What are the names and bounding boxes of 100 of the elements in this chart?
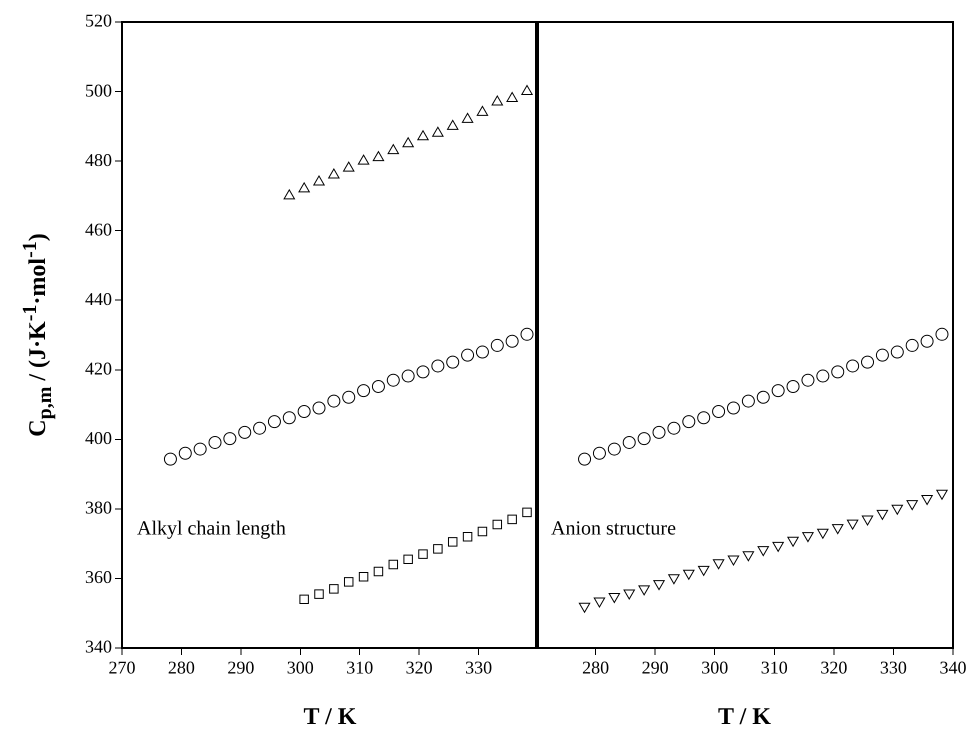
point (476, 106, 488, 116)
point (817, 528, 829, 539)
point (742, 394, 755, 408)
x-tick-label: 330 (880, 658, 907, 678)
point (386, 374, 400, 387)
y-tick-label: 380 (85, 498, 112, 518)
point (936, 490, 948, 500)
point (726, 402, 740, 415)
point (342, 390, 356, 404)
point (861, 356, 874, 369)
point (712, 405, 726, 418)
point (284, 189, 295, 200)
point (832, 524, 844, 534)
point (786, 380, 800, 393)
point (892, 504, 903, 515)
point (462, 532, 472, 542)
point (388, 560, 398, 570)
y-tick-label: 500 (85, 80, 112, 100)
point (682, 415, 696, 428)
point (935, 328, 948, 341)
point (372, 151, 384, 162)
x-tick-label: 310 (760, 658, 788, 678)
point (402, 370, 415, 383)
point (668, 574, 680, 584)
point (846, 359, 860, 372)
x-axis-title: T / K (718, 704, 772, 730)
point (329, 584, 339, 594)
point (906, 500, 918, 510)
annotation: Alkyl chain length (137, 517, 286, 540)
point (876, 348, 889, 362)
x-tick-label: 340 (940, 658, 966, 678)
point (890, 346, 904, 359)
point (846, 520, 858, 530)
point (742, 551, 754, 562)
point (816, 370, 830, 383)
point (906, 338, 919, 352)
point (446, 356, 460, 369)
point (298, 405, 311, 418)
point (358, 572, 368, 582)
point (402, 137, 414, 148)
point (374, 566, 384, 576)
y-tick-label: 460 (85, 219, 112, 240)
point (433, 544, 443, 554)
x-tick-label: 280 (582, 658, 610, 678)
point (164, 452, 177, 466)
point (314, 589, 324, 599)
point (312, 402, 326, 415)
x-tick-label: 290 (642, 658, 669, 678)
point (520, 328, 534, 341)
point (758, 546, 769, 556)
point (447, 120, 458, 130)
point (831, 365, 844, 378)
point (522, 508, 532, 518)
point (712, 559, 724, 570)
point (490, 338, 504, 352)
point (622, 436, 636, 449)
point (638, 585, 650, 596)
x-tick-label: 290 (227, 658, 254, 678)
point (478, 526, 488, 536)
point (328, 168, 340, 179)
point (592, 446, 606, 460)
x-tick-label: 280 (168, 658, 195, 678)
point (344, 577, 354, 587)
point (327, 394, 340, 408)
point (578, 452, 592, 466)
point (772, 384, 785, 398)
point (756, 390, 770, 404)
point (208, 436, 222, 449)
y-tick-label: 340 (85, 636, 112, 657)
point (299, 594, 309, 604)
point (683, 570, 694, 580)
point (253, 422, 266, 435)
point (801, 374, 814, 387)
point (578, 602, 590, 613)
point (698, 566, 710, 576)
point (268, 415, 281, 428)
point (416, 365, 430, 378)
x-tick-label: 300 (701, 658, 728, 678)
y-tick-label: 480 (85, 150, 112, 170)
point (358, 154, 370, 165)
point (921, 494, 933, 505)
x-tick-label: 310 (346, 658, 374, 678)
point (313, 175, 325, 186)
point (178, 446, 192, 460)
point (608, 442, 621, 456)
point (772, 542, 784, 552)
point (638, 432, 651, 446)
point (862, 515, 874, 526)
point (403, 554, 413, 564)
x-tick-label: 300 (286, 658, 314, 678)
point (652, 426, 666, 439)
point (431, 359, 444, 372)
point (521, 85, 533, 96)
point (418, 549, 428, 559)
point (357, 384, 370, 398)
x-tick-label: 320 (820, 658, 848, 678)
point (372, 380, 385, 393)
point (492, 520, 502, 530)
y-tick-label: 360 (85, 567, 112, 588)
point (223, 432, 236, 446)
